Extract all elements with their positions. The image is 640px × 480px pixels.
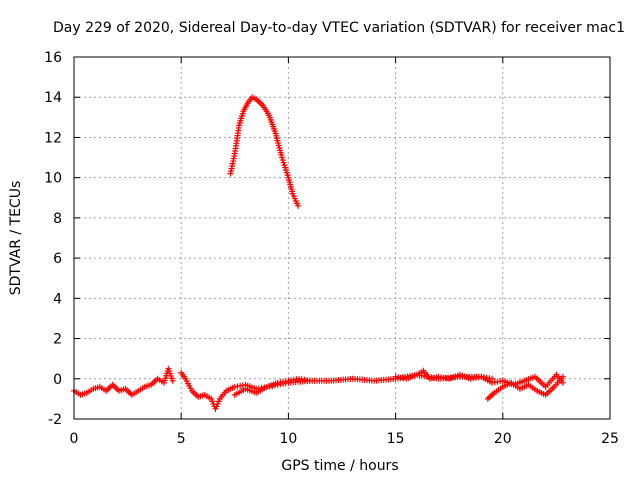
y-tick-label: 14 [44,90,62,106]
y-tick-label: 8 [53,211,62,227]
plot-frame [73,56,611,420]
data-point [559,373,566,380]
y-tick-label: 12 [44,130,62,146]
y-tick-label: -2 [48,412,62,428]
series-arc-4 [392,367,566,390]
data-point [295,202,302,209]
series-arc-high [227,94,302,209]
y-tick-label: 2 [53,332,62,348]
chart-title: Day 229 of 2020, Sidereal Day-to-day VTE… [53,20,625,36]
data-points [71,94,566,412]
x-tick-label: 5 [177,431,186,447]
data-point [169,377,176,384]
data-point [559,379,566,386]
y-tick-label: 16 [44,50,62,66]
x-axis-label: GPS time / hours [281,458,398,474]
y-tick-label: 6 [53,251,62,267]
y-tick-label: 0 [53,372,62,388]
y-axis-label: SDTVAR / TECUs [8,181,24,296]
x-tick-label: 25 [601,431,619,447]
x-tick-label: 15 [387,431,405,447]
x-tick-label: 0 [70,431,79,447]
y-tick-label: 10 [44,171,62,187]
series-arc-5 [484,373,566,402]
series-arc-1 [71,365,176,398]
x-tick-label: 20 [494,431,512,447]
y-tick-label: 4 [53,291,62,307]
grid-lines [74,57,610,419]
x-tick-label: 10 [279,431,297,447]
